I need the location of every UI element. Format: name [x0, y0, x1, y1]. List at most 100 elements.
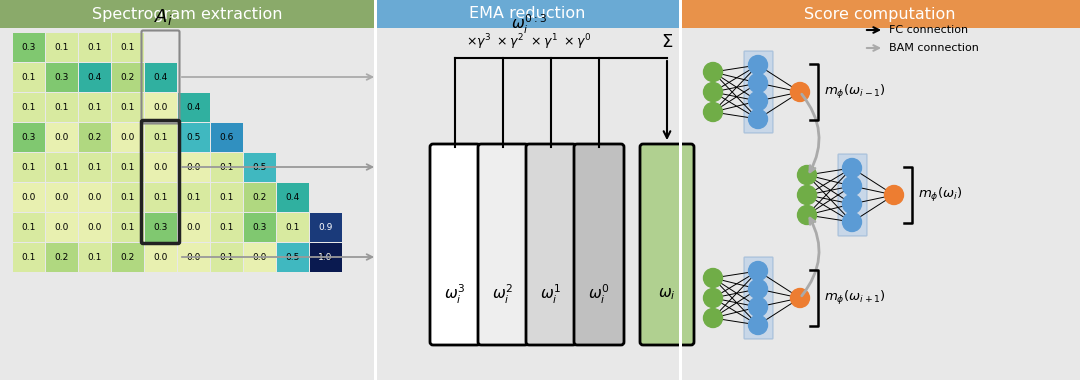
FancyBboxPatch shape: [640, 144, 694, 345]
Text: 0.0: 0.0: [22, 193, 36, 201]
Circle shape: [703, 309, 723, 328]
Circle shape: [748, 280, 768, 299]
Text: Spectrogram extraction: Spectrogram extraction: [92, 6, 283, 22]
Bar: [145, 152, 176, 182]
Bar: [177, 182, 210, 212]
Bar: [679, 0, 681, 380]
Text: 0.5: 0.5: [285, 252, 299, 261]
Bar: [13, 212, 44, 242]
Text: 0.4: 0.4: [187, 103, 201, 111]
Text: 0.0: 0.0: [187, 252, 201, 261]
FancyBboxPatch shape: [744, 51, 773, 133]
Circle shape: [703, 103, 723, 122]
Text: 0.9: 0.9: [319, 223, 333, 231]
Bar: [211, 122, 243, 152]
Circle shape: [703, 288, 723, 307]
Bar: [111, 152, 144, 182]
Circle shape: [748, 298, 768, 317]
Bar: [79, 182, 110, 212]
Text: 0.3: 0.3: [153, 223, 167, 231]
Bar: [79, 33, 110, 62]
Text: 0.1: 0.1: [319, 252, 333, 261]
Text: $m_\phi(\omega_{i-1})$: $m_\phi(\omega_{i-1})$: [824, 83, 886, 101]
Text: $\omega_i$: $\omega_i$: [658, 286, 676, 302]
Text: 0.2: 0.2: [253, 193, 267, 201]
Text: $\omega_i^1$: $\omega_i^1$: [540, 282, 562, 306]
Bar: [145, 182, 176, 212]
Circle shape: [748, 92, 768, 111]
Bar: [310, 242, 341, 271]
Bar: [243, 242, 275, 271]
Bar: [177, 122, 210, 152]
Text: $\omega_i^0$: $\omega_i^0$: [589, 282, 610, 306]
Bar: [211, 152, 243, 182]
Text: 0.1: 0.1: [120, 163, 135, 171]
Text: 0.0: 0.0: [54, 193, 69, 201]
Circle shape: [748, 315, 768, 334]
Bar: [145, 92, 176, 122]
Circle shape: [797, 206, 816, 225]
Text: 0.1: 0.1: [87, 252, 102, 261]
Bar: [79, 62, 110, 92]
Text: $\omega_i^3$: $\omega_i^3$: [444, 282, 465, 306]
Bar: [111, 62, 144, 92]
Bar: [177, 212, 210, 242]
Text: 0.1: 0.1: [22, 252, 36, 261]
Bar: [79, 92, 110, 122]
Bar: [276, 242, 309, 271]
Bar: [111, 242, 144, 271]
Circle shape: [797, 185, 816, 204]
Text: 0.0: 0.0: [253, 252, 267, 261]
Bar: [45, 212, 78, 242]
Text: 0.1: 0.1: [120, 43, 135, 52]
Bar: [276, 182, 309, 212]
Text: $\Sigma$: $\Sigma$: [661, 33, 673, 51]
Text: 0.3: 0.3: [22, 133, 36, 141]
Text: 0.1: 0.1: [87, 163, 102, 171]
Text: 0.2: 0.2: [87, 133, 102, 141]
Text: 0.0: 0.0: [87, 223, 102, 231]
Circle shape: [703, 82, 723, 101]
Text: 0.1: 0.1: [87, 103, 102, 111]
Circle shape: [791, 288, 810, 307]
Text: 0.1: 0.1: [120, 223, 135, 231]
Text: 0.1: 0.1: [120, 103, 135, 111]
Text: 0.0: 0.0: [153, 163, 167, 171]
Text: 0.3: 0.3: [253, 223, 267, 231]
Bar: [13, 242, 44, 271]
Text: 0.5: 0.5: [253, 163, 267, 171]
Bar: [0, 0, 375, 28]
Circle shape: [703, 269, 723, 288]
Circle shape: [842, 195, 862, 214]
Bar: [45, 33, 78, 62]
Bar: [145, 62, 176, 92]
Bar: [45, 152, 78, 182]
Text: 0.2: 0.2: [120, 73, 135, 81]
Text: 0.2: 0.2: [120, 252, 135, 261]
FancyBboxPatch shape: [573, 144, 624, 345]
Bar: [145, 122, 176, 152]
Bar: [177, 152, 210, 182]
Text: Score computation: Score computation: [805, 6, 956, 22]
Circle shape: [748, 73, 768, 92]
Text: EMA reduction: EMA reduction: [470, 6, 585, 22]
Text: 0.1: 0.1: [54, 163, 69, 171]
Text: 0.1: 0.1: [153, 193, 167, 201]
Bar: [243, 152, 275, 182]
Bar: [243, 212, 275, 242]
Bar: [211, 182, 243, 212]
Text: 0.1: 0.1: [22, 223, 36, 231]
Bar: [111, 122, 144, 152]
Text: 0.1: 0.1: [54, 43, 69, 52]
Circle shape: [842, 176, 862, 195]
FancyBboxPatch shape: [430, 144, 480, 345]
Text: 0.3: 0.3: [54, 73, 69, 81]
Text: 0.1: 0.1: [219, 223, 233, 231]
Text: 0.2: 0.2: [54, 252, 69, 261]
Bar: [111, 92, 144, 122]
Text: 0.1: 0.1: [120, 193, 135, 201]
Bar: [111, 182, 144, 212]
Text: BAM connection: BAM connection: [889, 43, 978, 53]
Bar: [111, 33, 144, 62]
Bar: [211, 212, 243, 242]
